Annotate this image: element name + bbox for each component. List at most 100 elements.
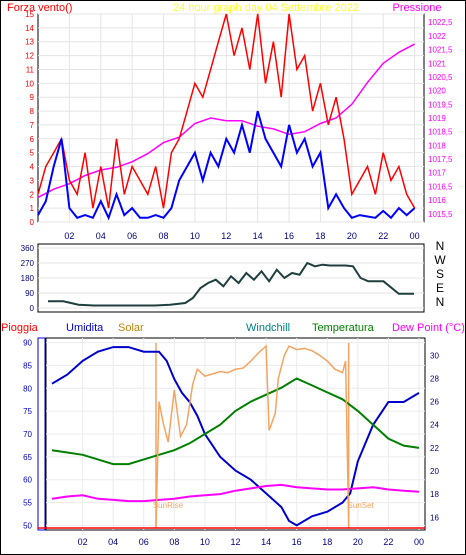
direction-y-tick-label: 270 xyxy=(21,259,35,268)
wind-y-tick-label: 0 xyxy=(30,218,35,227)
wind-x-tick-label: 16 xyxy=(284,231,294,241)
humidity-y-axis: 50 55 60 65 70 75 80 85 90 xyxy=(23,339,32,531)
direction-series xyxy=(48,261,414,307)
wind-x-tick-label: 08 xyxy=(159,231,169,241)
humidity-y-tick-label: 60 xyxy=(23,476,32,485)
compass-label: N xyxy=(436,295,445,309)
direction-grid xyxy=(38,247,424,309)
humidity-y-tick-label: 50 xyxy=(23,521,32,530)
temperature-x-tick-label: 08 xyxy=(169,537,179,547)
wind-x-tick-label: 10 xyxy=(190,231,200,241)
wind-y-tick-label: 12 xyxy=(25,52,34,61)
chart-title: 24 hour graph day 04 Settembre 2022 xyxy=(173,2,359,14)
wind-y-tick-label: 4 xyxy=(30,163,35,172)
direction-y-tick-label: 180 xyxy=(21,274,35,283)
wind-x-tick-label: 12 xyxy=(221,231,231,241)
wind-x-axis: 02 04 06 08 10 12 14 16 18 20 22 00 xyxy=(64,231,419,241)
pressure-y-tick-label: 1016,5 xyxy=(428,182,453,191)
temperature-y-tick-label: 24 xyxy=(430,421,439,430)
temperature-y-tick-label: 16 xyxy=(430,513,439,522)
wind-series-line xyxy=(37,110,416,221)
temperature-series-line xyxy=(51,483,420,503)
wind-x-tick-label: 22 xyxy=(378,231,388,241)
pressure-y-tick-label: 1020 xyxy=(428,87,446,96)
temperature-x-tick-label: 10 xyxy=(200,537,210,547)
temperature-x-tick-label: 22 xyxy=(383,537,393,547)
temperature-x-axis: 02 04 06 08 10 12 14 16 18 20 22 00 xyxy=(78,537,424,547)
pressure-y-tick-label: 1019 xyxy=(428,114,446,123)
wind-x-tick-label: 04 xyxy=(96,231,106,241)
temperature-x-tick-label: 12 xyxy=(230,537,240,547)
rain-bar-frame xyxy=(37,337,46,531)
direction-y-tick-label: 90 xyxy=(25,289,34,298)
wind-plot-frame xyxy=(37,13,425,223)
pressure-y-tick-label: 1015,5 xyxy=(428,210,453,219)
pressure-y-tick-label: 1022 xyxy=(428,32,446,41)
wind-series xyxy=(37,13,416,221)
wind-y-tick-label: 3 xyxy=(30,176,35,185)
temperature-x-tick-label: 16 xyxy=(292,537,302,547)
wind-x-tick-label: 00 xyxy=(410,231,420,241)
temperature-series-line xyxy=(51,377,420,466)
legend-entry: Umidita xyxy=(66,322,104,334)
wind-y-tick-label: 13 xyxy=(25,38,34,47)
legend-entry: Pioggia xyxy=(1,322,39,334)
pressure-y-tick-label: 1018,5 xyxy=(428,128,453,137)
wind-x-tick-label: 02 xyxy=(64,231,74,241)
direction-y-axis: 360 270 180 90 0 xyxy=(21,244,35,313)
wind-x-tick-label: 06 xyxy=(127,231,137,241)
humidity-y-tick-label: 55 xyxy=(23,499,32,508)
pressure-y-tick-label: 1018 xyxy=(428,141,446,150)
temperature-y-tick-label: 26 xyxy=(430,398,439,407)
temperature-x-tick-label: 14 xyxy=(261,537,271,547)
temperature-grid xyxy=(46,338,425,530)
compass-label: W xyxy=(434,253,446,267)
pressure-y-tick-label: 1021,5 xyxy=(428,46,453,55)
compass-label: N xyxy=(436,239,445,253)
temperature-y-tick-label: 20 xyxy=(430,467,439,476)
pressure-y-tick-label: 1016 xyxy=(428,196,446,205)
wind-y-tick-label: 15 xyxy=(25,10,34,19)
wind-y-tick-label: 8 xyxy=(30,107,35,116)
humidity-y-tick-label: 80 xyxy=(23,384,32,393)
temperature-x-tick-label: 04 xyxy=(108,537,118,547)
wind-y-tick-label: 10 xyxy=(25,79,34,88)
wind-y-tick-label: 6 xyxy=(30,135,35,144)
temperature-y-tick-label: 22 xyxy=(430,444,439,453)
temperature-x-tick-label: 00 xyxy=(414,537,424,547)
humidity-y-tick-label: 90 xyxy=(23,339,32,348)
humidity-y-tick-label: 65 xyxy=(23,453,32,462)
pressure-y-tick-label: 1021 xyxy=(428,59,446,68)
temperature-y-tick-label: 30 xyxy=(430,351,439,360)
temperature-x-tick-label: 18 xyxy=(322,537,332,547)
wind-y-tick-label: 7 xyxy=(30,121,35,130)
compass-label: E xyxy=(436,281,444,295)
wind-y-tick-label: 14 xyxy=(25,24,34,33)
temperature-y-tick-label: 28 xyxy=(430,374,439,383)
pressure-y-tick-label: 1019,5 xyxy=(428,100,453,109)
wind-series-line xyxy=(37,13,416,209)
pressure-y-axis: 1015,5 1016 1016,5 1017 1017,5 1018 1018,5 1019… xyxy=(428,18,453,219)
wind-y-tick-label: 1 xyxy=(30,204,35,213)
direction-y-tick-label: 360 xyxy=(21,244,35,253)
pressure-y-tick-label: 1022,5 xyxy=(428,18,453,27)
wind-x-tick-label: 14 xyxy=(253,231,263,241)
pressure-axis-title: Pressione xyxy=(393,2,442,14)
compass-label: S xyxy=(436,267,444,281)
direction-y-tick-label: 0 xyxy=(30,304,35,313)
legend-entry: Temperatura xyxy=(312,322,375,334)
pressure-y-tick-label: 1017 xyxy=(428,169,446,178)
wind-x-tick-label: 20 xyxy=(347,231,357,241)
sun-marker-label: SunRise xyxy=(153,501,184,510)
wind-y-tick-label: 2 xyxy=(30,190,35,199)
wind-y-tick-label: 9 xyxy=(30,93,35,102)
humidity-temperature-panel: Pioggia Umidita Solar Windchill Temperatura D… xyxy=(1,322,465,547)
temperature-series xyxy=(38,344,425,529)
sun-marker-label: SunSet xyxy=(348,501,375,510)
wind-x-tick-label: 18 xyxy=(315,231,325,241)
wind-axis-title: Forza vento() xyxy=(7,2,72,14)
wind-y-tick-label: 5 xyxy=(30,149,35,158)
